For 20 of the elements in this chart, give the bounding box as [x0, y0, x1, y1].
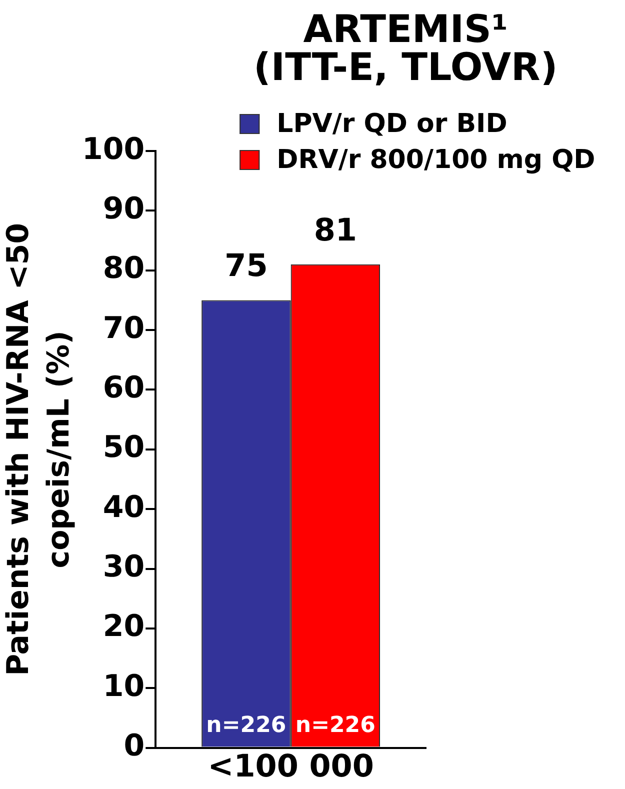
y-tick-label: 50	[102, 430, 145, 466]
y-tick-label: 40	[102, 490, 145, 525]
y-tick-label: 60	[102, 370, 145, 406]
y-tick-label: 10	[102, 668, 145, 704]
y-tick-label: 0	[124, 728, 145, 764]
x-tick-label: <100 000	[208, 748, 374, 784]
legend-label: LPV/r QD or BID	[276, 108, 508, 139]
y-tick-label: 20	[102, 609, 145, 644]
legend-label: DRV/r 800/100 mg QD	[276, 144, 596, 175]
y-tick-label: 90	[102, 191, 145, 226]
data-label: 75	[224, 248, 268, 284]
data-label: 81	[314, 212, 357, 248]
annotation: n=226	[295, 712, 376, 738]
y-axis-title: Patients with HIV-RNA <50 copeis/mL (%)	[1, 222, 77, 676]
y-tick-label: 100	[82, 132, 145, 167]
y-tick-label: 30	[102, 550, 145, 585]
y-tick-label: 80	[102, 251, 145, 286]
chart-title: ARTEMIS¹ (ITT-E, TLOVR)	[254, 7, 558, 89]
annotation: n=226	[206, 712, 286, 738]
y-tick-label: 70	[102, 310, 145, 346]
